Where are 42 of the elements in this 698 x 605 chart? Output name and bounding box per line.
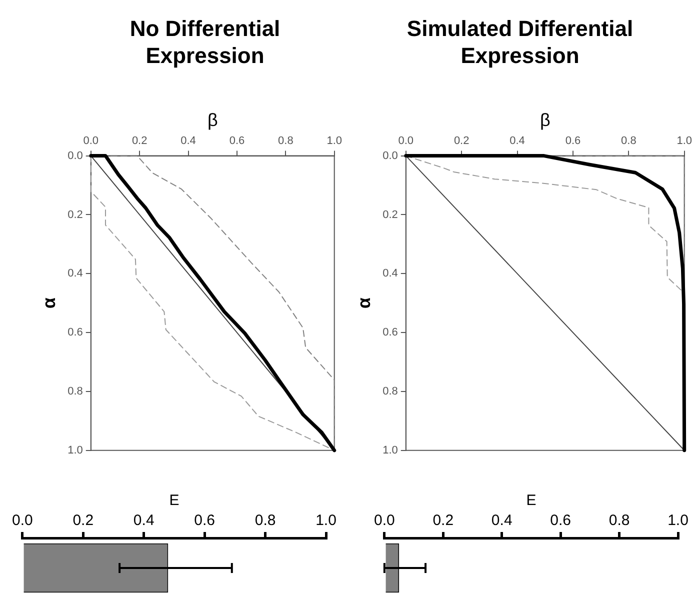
- x-tick-label: 0.2: [132, 135, 148, 148]
- x-axis-title: β: [207, 110, 218, 130]
- x-tick-label: 0.6: [550, 512, 571, 530]
- y-tick-label: 0.2: [68, 208, 83, 221]
- x-tick-label: 0.8: [608, 512, 630, 530]
- x-tick-label: 0.4: [510, 135, 525, 148]
- x-tick-label: 0.0: [398, 135, 414, 148]
- x-tick-label: 0.8: [621, 135, 636, 148]
- x-tick-label: 0.2: [454, 135, 470, 148]
- x-tick-label: 0.6: [229, 135, 245, 148]
- x-tick-label: 0.4: [133, 512, 154, 530]
- y-axis-title: α: [354, 298, 374, 309]
- x-tick-label: 1.0: [668, 512, 688, 530]
- x-tick-label: 0.4: [180, 135, 196, 148]
- x-axis-title: β: [540, 110, 550, 130]
- x-axis-title: E: [526, 492, 536, 510]
- y-tick-label: 1.0: [68, 444, 83, 456]
- y-tick-label: 0.6: [382, 326, 398, 339]
- x-tick-label: 0.8: [278, 135, 294, 148]
- y-tick-label: 0.2: [382, 208, 398, 221]
- y-tick-label: 0.8: [68, 386, 83, 398]
- y-tick-label: 0.4: [382, 268, 398, 280]
- y-tick-label: 1.0: [382, 444, 398, 456]
- chart-title: No Differential Expression: [128, 15, 282, 69]
- y-tick-label: 0.6: [68, 326, 83, 339]
- x-axis-title: E: [169, 492, 180, 510]
- x-tick-label: 1.0: [326, 135, 342, 148]
- x-tick-label: 0.8: [254, 512, 276, 530]
- x-tick-label: 0.6: [565, 135, 581, 148]
- y-tick-label: 0.8: [382, 386, 398, 398]
- x-tick-label: 0.0: [83, 135, 99, 148]
- y-tick-label: 0.4: [68, 268, 83, 280]
- y-tick-label: 0.0: [68, 150, 83, 162]
- chart-title: Simulated Differential Expression: [406, 15, 634, 69]
- x-tick-label: 1.0: [676, 135, 692, 148]
- x-tick-label: 0.2: [432, 512, 454, 530]
- y-axis-title: α: [38, 298, 59, 309]
- x-tick-label: 0.6: [194, 512, 215, 530]
- y-tick-label: 0.0: [382, 150, 398, 162]
- x-tick-label: 0.0: [12, 512, 33, 530]
- x-tick-label: 1.0: [316, 512, 336, 530]
- x-tick-label: 0.4: [491, 512, 512, 530]
